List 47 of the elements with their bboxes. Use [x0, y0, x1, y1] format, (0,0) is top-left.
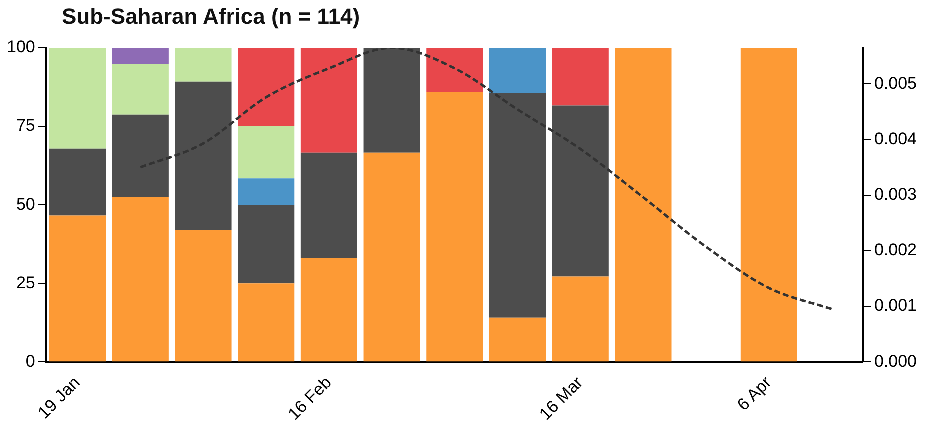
y2-tick-label: 0.002	[874, 240, 918, 260]
bar	[112, 64, 169, 115]
bar	[238, 126, 295, 179]
bar	[364, 48, 420, 153]
bar	[552, 106, 609, 277]
bar	[238, 48, 295, 127]
y2-tick-label: 0.003	[874, 185, 918, 204]
bar	[50, 148, 106, 216]
bar	[112, 114, 169, 198]
bar	[175, 48, 232, 82]
y2-tick-label: 0.004	[874, 129, 918, 148]
bar	[175, 82, 232, 230]
bar	[552, 48, 609, 106]
chart-title: Sub-Saharan Africa (n = 114)	[62, 4, 360, 30]
y-tick-label: 50	[16, 194, 36, 214]
x-tick-label: 6 Apr	[734, 372, 776, 415]
bar	[300, 152, 358, 258]
bar	[238, 178, 295, 206]
bar	[300, 48, 358, 153]
bar	[50, 48, 106, 149]
y2-tick-label: 0.000	[874, 352, 918, 371]
y-tick-label: 0	[26, 352, 36, 371]
bar	[364, 152, 420, 362]
y2-tick-label: 0.005	[874, 74, 918, 93]
y-tick-label: 75	[16, 116, 36, 136]
bar	[552, 276, 609, 362]
bar	[426, 92, 484, 362]
bar	[489, 93, 546, 318]
line-series	[139, 48, 834, 311]
bar	[112, 48, 169, 64]
bar	[175, 230, 232, 362]
x-tick-label: 16 Feb	[284, 373, 336, 424]
bar	[112, 197, 169, 362]
y-tick-label: 25	[16, 273, 36, 292]
y2-tick-label: 0.001	[874, 296, 918, 316]
bar	[489, 318, 546, 362]
y-tick-label: 100	[6, 38, 36, 57]
bar	[50, 216, 106, 362]
x-tick-label: 19 Jan	[34, 373, 84, 423]
bar	[238, 284, 295, 362]
x-tick-label: 16 Mar	[536, 372, 587, 424]
bar	[238, 205, 295, 284]
bar	[489, 48, 546, 94]
bar	[740, 48, 798, 362]
bar	[300, 258, 358, 362]
bar	[426, 48, 484, 92]
bar	[615, 48, 672, 362]
